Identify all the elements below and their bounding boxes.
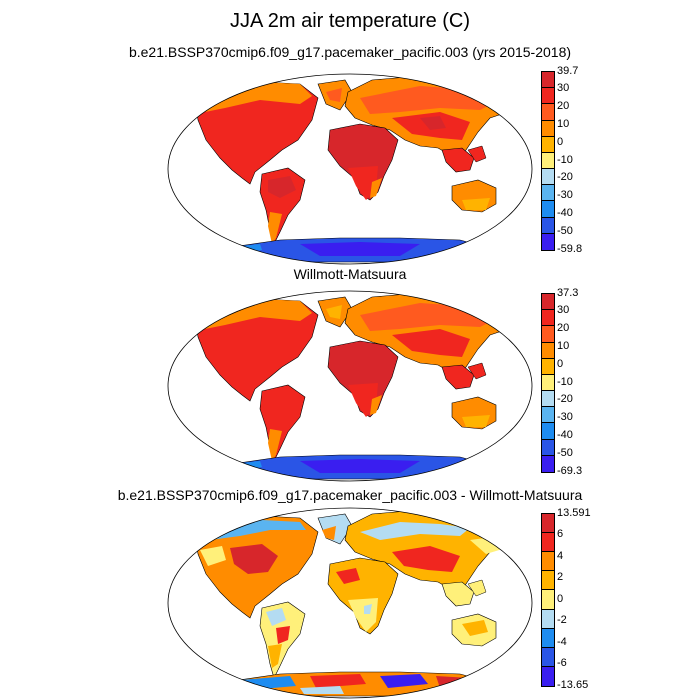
colorbar-label: -20: [557, 393, 573, 406]
colorbar-swatch: [541, 454, 555, 473]
colorbar-label: 13.591: [557, 506, 591, 519]
colorbar-label: 6: [557, 528, 564, 540]
colorbar-label: 20: [557, 322, 570, 335]
colorbar-label: -50: [557, 446, 573, 459]
colorbar-label: 20: [557, 100, 570, 113]
colorbar-label: -40: [557, 206, 573, 219]
colorbar-label: 39.7: [557, 64, 579, 77]
colorbar-swatch: [541, 570, 555, 592]
colorbar-swatch: [541, 608, 555, 630]
colorbar-label: -30: [557, 411, 573, 424]
colorbar-swatch: [541, 513, 555, 535]
colorbar-label: -2: [557, 614, 567, 626]
colorbar-label: -4: [557, 635, 567, 648]
colorbar-label: -59.8: [557, 242, 583, 255]
figure-title: JJA 2m air temperature (C): [229, 10, 471, 32]
colorbar-label: -13.65: [557, 678, 589, 691]
panel-2-map: [194, 292, 521, 480]
colorbar-swatch: [541, 551, 555, 573]
colorbar-swatch: [541, 646, 555, 668]
panel-1-map-border: [167, 73, 533, 265]
south-america: [259, 384, 306, 462]
colorbar-label: -69.3: [557, 464, 583, 477]
panel-3-map-border: [167, 507, 533, 699]
colorbar-label: 10: [557, 117, 570, 130]
southeast-asia: [441, 581, 475, 607]
panel-1-map: [194, 75, 521, 263]
southeast-asia: [441, 147, 475, 173]
panel-2-title: Willmott-Matsuura: [293, 266, 407, 282]
colorbar-label: 30: [557, 82, 570, 95]
colorbar-label: 30: [557, 304, 570, 317]
colorbar-label: -6: [557, 657, 567, 669]
colorbar-swatch: [541, 589, 555, 611]
colorbar-label: 0: [557, 357, 564, 370]
colorbar-label: 10: [557, 339, 570, 352]
colorbar-swatch: [541, 532, 555, 554]
colorbar-swatch: [541, 665, 555, 687]
colorbar-label: -50: [557, 224, 573, 237]
colorbar-label: -40: [557, 428, 573, 441]
colorbar-label: 4: [557, 549, 564, 562]
colorbar-label: 0: [557, 135, 564, 148]
colorbar-label: 2: [557, 571, 564, 583]
colorbar-label: -30: [557, 189, 573, 202]
panel-3-title: b.e21.BSSP370cmip6.f09_g17.pacemaker_pac…: [117, 487, 583, 503]
colorbar-label: 37.3: [557, 286, 579, 299]
colorbar-label: -10: [557, 375, 573, 388]
colorbar-label: 0: [557, 592, 564, 605]
southeast-asia: [441, 364, 475, 390]
colorbar-swatch: [541, 232, 555, 251]
panel-2-map-border: [167, 290, 533, 482]
colorbar-label: -20: [557, 171, 573, 184]
colorbar-label: -10: [557, 153, 573, 166]
panel-1-title: b.e21.BSSP370cmip6.f09_g17.pacemaker_pac…: [128, 44, 572, 60]
panel-3-map: [194, 509, 521, 697]
colorbar-swatch: [541, 627, 555, 649]
